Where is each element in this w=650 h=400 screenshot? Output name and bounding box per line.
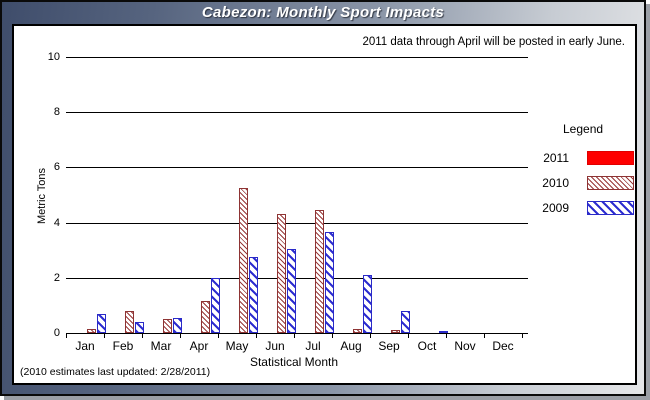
gridline-10 <box>66 57 528 58</box>
x-tick-label-dec: Dec <box>492 339 514 353</box>
bar-2009-apr <box>211 278 220 333</box>
x-axis-title: Statistical Month <box>249 355 339 369</box>
y-tick-label-4: 4 <box>53 217 60 229</box>
bar-2010-mar <box>163 319 172 333</box>
bar-2010-jul <box>315 210 324 333</box>
x-tick <box>66 334 67 338</box>
bar-2009-feb <box>135 322 144 333</box>
x-tick <box>408 334 409 338</box>
x-tick <box>256 334 257 338</box>
legend-items: 2011 2010 2009 <box>529 150 635 215</box>
legend-label-2011: 2011 <box>543 150 569 165</box>
legend-swatch-2011 <box>587 150 634 165</box>
x-tick-label-aug: Aug <box>340 339 362 353</box>
x-tick <box>332 334 333 338</box>
bar-2010-jan <box>87 329 96 333</box>
x-tick <box>142 334 143 338</box>
y-tick-label-10: 10 <box>47 51 60 63</box>
x-tick-label-nov: Nov <box>454 339 476 353</box>
bar-2009-sep <box>401 311 410 333</box>
bar-2009-jan <box>97 314 106 333</box>
y-axis-title: Metric Tons <box>36 167 48 225</box>
legend-label-2009: 2009 <box>542 200 569 215</box>
bar-2010-apr <box>201 301 210 333</box>
legend: Legend 2011 2010 2009 <box>529 122 635 226</box>
legend-item-2010: 2010 <box>529 175 635 190</box>
y-tick-label-2: 2 <box>53 272 60 284</box>
x-tick <box>522 334 523 338</box>
bar-2009-oct <box>439 331 448 333</box>
y-tick-label-6: 6 <box>53 161 60 173</box>
x-tick-label-oct: Oct <box>417 339 437 353</box>
window-title: Cabezon: Monthly Sport Impacts <box>201 4 445 21</box>
x-tick <box>180 334 181 338</box>
plot-area: 0 2 4 6 8 10 Jan Feb Mar Apr May Jun Jul Aug Sep Oct Nov… <box>48 51 528 369</box>
x-tick-label-may: May <box>225 339 249 353</box>
y-tick-label-8: 8 <box>53 106 60 118</box>
gridline-0 <box>66 333 528 334</box>
gridline-2 <box>66 278 528 279</box>
x-tick <box>446 334 447 338</box>
legend-item-2011: 2011 <box>529 150 635 165</box>
bar-2009-aug <box>363 275 372 333</box>
bar-2009-jun <box>287 249 296 333</box>
x-tick-label-sep: Sep <box>378 339 400 353</box>
x-tick <box>484 334 485 338</box>
x-tick-label-jan: Jan <box>75 339 95 353</box>
x-tick-label-jul: Jul <box>305 339 321 353</box>
bar-2010-feb <box>125 311 134 333</box>
legend-label-2010: 2010 <box>542 175 569 190</box>
x-tick-label-feb: Feb <box>112 339 134 353</box>
bar-2009-may <box>249 257 258 333</box>
legend-item-2009: 2009 <box>529 200 635 215</box>
bar-2010-sep <box>391 330 400 333</box>
chart-panel: 2011 data through April will be posted i… <box>12 24 637 385</box>
legend-swatch-2010 <box>587 175 634 190</box>
data-availability-note: 2011 data through April will be posted i… <box>362 36 625 48</box>
bar-2010-jun <box>277 214 286 333</box>
legend-title: Legend <box>563 122 604 136</box>
x-tick <box>294 334 295 338</box>
x-tick-label-mar: Mar <box>150 339 172 353</box>
x-tick-label-jun: Jun <box>265 339 285 353</box>
bar-2010-aug <box>353 329 362 333</box>
y-tick-label-0: 0 <box>53 327 60 339</box>
x-tick <box>218 334 219 338</box>
gridline-4 <box>66 223 528 224</box>
gridline-8 <box>66 112 528 113</box>
gridline-6 <box>66 167 528 168</box>
x-tick-label-apr: Apr <box>189 339 209 353</box>
bar-2009-jul <box>325 232 334 333</box>
bar-2009-mar <box>173 318 182 333</box>
x-tick <box>104 334 105 338</box>
footnote: (2010 estimates last updated: 2/28/2011) <box>20 366 211 378</box>
legend-swatch-2009 <box>587 200 634 215</box>
x-tick <box>370 334 371 338</box>
bar-2010-may <box>239 188 248 333</box>
